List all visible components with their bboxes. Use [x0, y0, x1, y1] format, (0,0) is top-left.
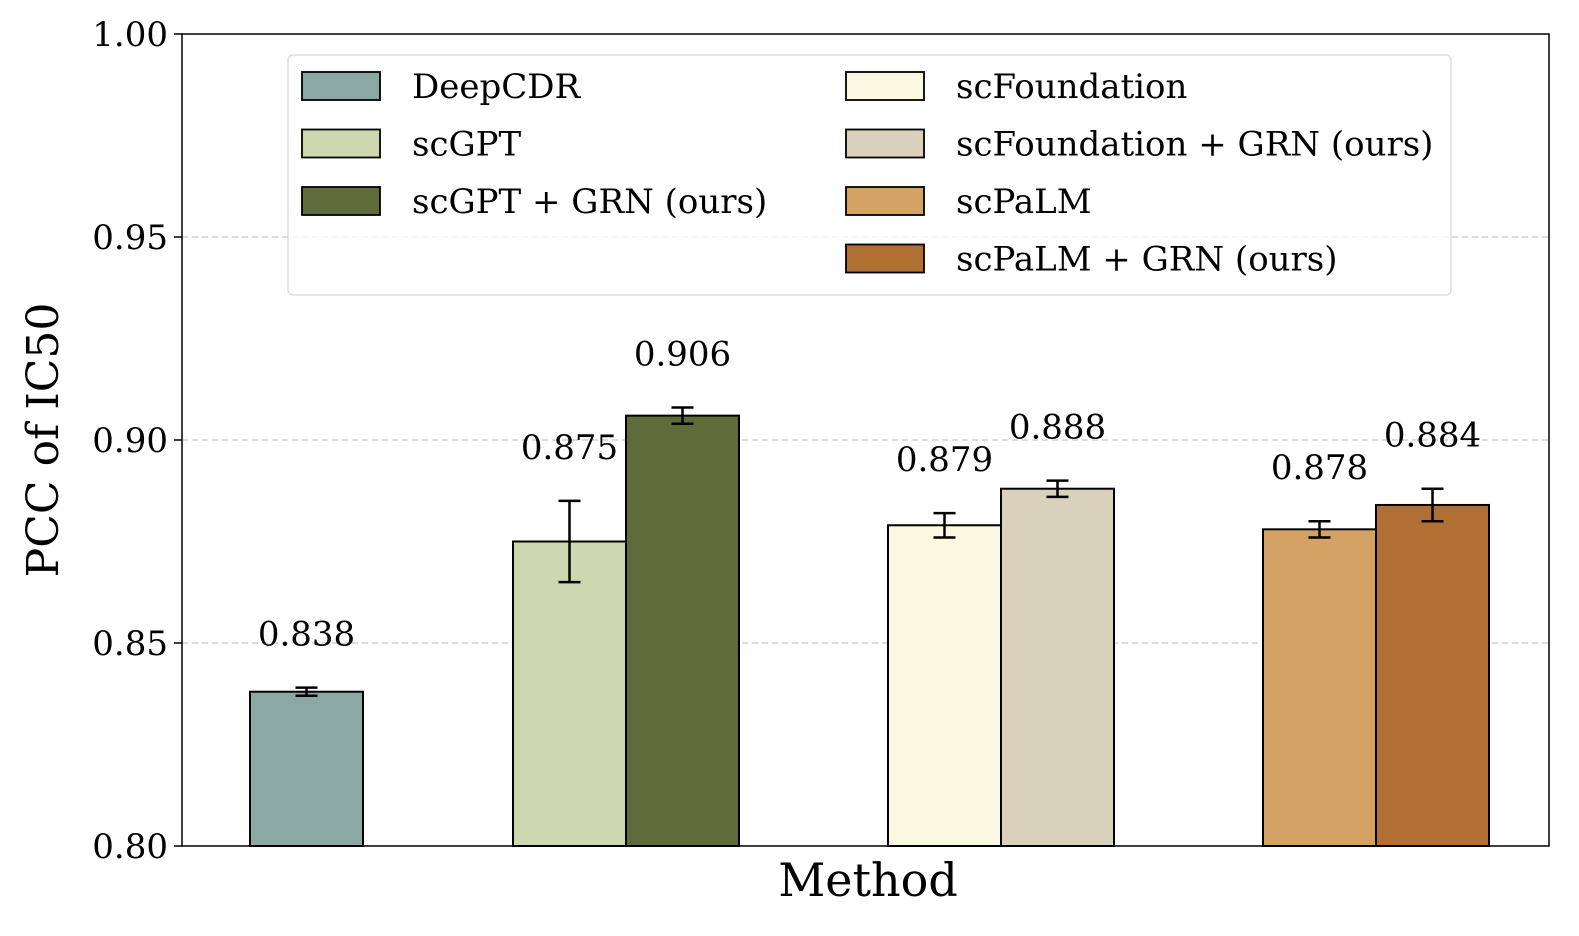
- legend-label: scFoundation + GRN (ours): [956, 125, 1433, 165]
- y-axis-label: PCC of IC50: [18, 303, 69, 578]
- bar: [1000, 487, 1115, 847]
- bars: 0.838 0.875 0.906 0.879 0.888 0.878 0.884: [249, 335, 1490, 847]
- x-axis-label: Method: [778, 853, 958, 907]
- legend-swatch: [845, 186, 925, 216]
- legend-label: scFoundation: [956, 67, 1187, 107]
- y-tick-label: 0.90: [92, 421, 168, 461]
- legend-swatch: [845, 71, 925, 101]
- data-label: 0.878: [1271, 448, 1368, 488]
- bar: [1262, 528, 1377, 847]
- legend-swatch: [301, 186, 381, 216]
- legend-label: scPaLM: [956, 182, 1092, 222]
- legend-label: scPaLM + GRN (ours): [956, 240, 1338, 280]
- data-label: 0.888: [1009, 408, 1106, 448]
- y-tick-label: 1.00: [92, 15, 168, 55]
- y-axis: 0.80 0.85 0.90 0.95 1.00: [92, 15, 182, 867]
- y-tick-label: 0.95: [92, 218, 168, 258]
- legend-label: scGPT + GRN (ours): [412, 182, 767, 222]
- legend-label: DeepCDR: [412, 67, 582, 107]
- bar: [625, 414, 740, 847]
- legend: DeepCDR scGPT scGPT + GRN (ours) scFoundati…: [287, 54, 1452, 296]
- legend-box: [287, 54, 1452, 296]
- bar: [1375, 503, 1490, 847]
- bar: [512, 540, 627, 847]
- data-label: 0.838: [258, 615, 355, 655]
- legend-swatch: [845, 243, 925, 274]
- legend-label: scGPT: [412, 125, 522, 165]
- legend-swatch: [301, 128, 381, 159]
- bar: [887, 524, 1002, 847]
- legend-swatch: [301, 71, 381, 101]
- data-label: 0.906: [634, 335, 731, 375]
- data-label: 0.884: [1384, 416, 1481, 456]
- bar: [249, 690, 364, 847]
- y-tick-label: 0.85: [92, 624, 168, 664]
- data-label: 0.875: [521, 428, 618, 468]
- y-tick-label: 0.80: [92, 827, 168, 867]
- data-label: 0.879: [896, 440, 993, 480]
- legend-swatch: [845, 128, 925, 159]
